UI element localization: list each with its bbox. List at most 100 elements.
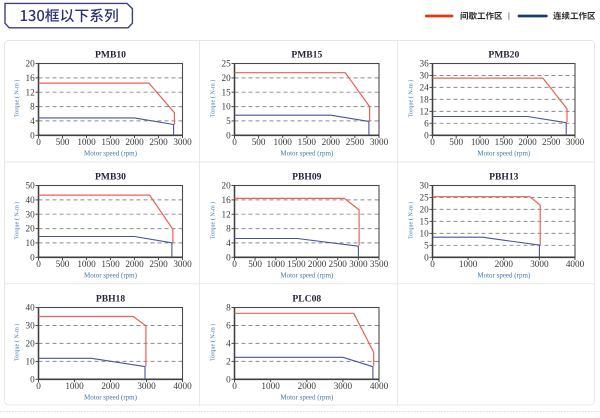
svg-text:30: 30: [26, 321, 36, 331]
svg-text:20: 20: [26, 339, 36, 349]
svg-text:Motor speed (rpm): Motor speed (rpm): [84, 272, 138, 280]
svg-text:0: 0: [36, 381, 41, 391]
svg-text:500: 500: [252, 137, 266, 147]
svg-text:6: 6: [424, 118, 429, 128]
svg-text:4: 4: [226, 238, 231, 248]
svg-text:2500: 2500: [346, 137, 365, 147]
svg-text:8: 8: [226, 303, 231, 313]
svg-text:1500: 1500: [495, 137, 514, 147]
svg-text:0: 0: [424, 130, 429, 140]
svg-text:Motor speed (rpm): Motor speed (rpm): [477, 272, 531, 280]
svg-text:16: 16: [26, 73, 36, 83]
svg-text:5: 5: [226, 116, 231, 126]
svg-text:0: 0: [430, 259, 435, 269]
svg-text:3000: 3000: [370, 137, 389, 147]
svg-text:0: 0: [430, 137, 435, 147]
svg-text:Torque ( N-m ): Torque ( N-m ): [210, 202, 217, 240]
svg-text:24: 24: [420, 83, 430, 93]
svg-text:20: 20: [26, 224, 36, 234]
svg-text:0: 0: [36, 259, 41, 269]
svg-text:Torque ( N-m ): Torque ( N-m ): [408, 80, 415, 118]
svg-text:20: 20: [222, 181, 232, 191]
svg-text:6: 6: [226, 321, 231, 331]
svg-text:1500: 1500: [101, 259, 120, 269]
svg-text:12: 12: [26, 87, 36, 97]
svg-text:Motor speed (rpm): Motor speed (rpm): [280, 394, 334, 402]
svg-text:10: 10: [26, 357, 36, 367]
svg-text:1000: 1000: [77, 137, 96, 147]
svg-text:0: 0: [30, 374, 35, 384]
svg-text:0: 0: [232, 259, 237, 269]
svg-text:1500: 1500: [298, 137, 317, 147]
svg-text:3000: 3000: [173, 137, 192, 147]
svg-text:2500: 2500: [149, 259, 168, 269]
svg-text:20: 20: [222, 73, 232, 83]
svg-text:PLC08: PLC08: [292, 294, 321, 305]
svg-text:30: 30: [26, 209, 36, 219]
svg-text:2000: 2000: [125, 137, 144, 147]
svg-text:36: 36: [420, 59, 430, 69]
svg-text:PMB20: PMB20: [488, 50, 519, 61]
svg-text:30: 30: [420, 181, 430, 191]
svg-text:12: 12: [222, 209, 232, 219]
svg-text:25: 25: [222, 59, 232, 69]
svg-text:2000: 2000: [518, 137, 537, 147]
svg-text:Torque ( N-m ): Torque ( N-m ): [408, 202, 415, 240]
svg-text:0: 0: [226, 374, 231, 384]
svg-text:40: 40: [26, 303, 36, 313]
svg-text:8: 8: [226, 224, 231, 234]
svg-text:2000: 2000: [101, 381, 120, 391]
svg-text:500: 500: [449, 137, 463, 147]
svg-text:0: 0: [232, 381, 237, 391]
svg-text:Motor speed (rpm): Motor speed (rpm): [84, 394, 138, 402]
svg-text:10: 10: [420, 229, 430, 239]
svg-text:0: 0: [30, 252, 35, 262]
svg-text:0: 0: [232, 137, 237, 147]
svg-text:0: 0: [30, 130, 35, 140]
svg-text:1000: 1000: [471, 137, 490, 147]
svg-text:Torque ( N-m ): Torque ( N-m ): [14, 324, 21, 362]
svg-text:4: 4: [30, 116, 35, 126]
svg-text:PMB15: PMB15: [291, 50, 322, 61]
svg-text:20: 20: [420, 205, 430, 215]
svg-text:40: 40: [26, 195, 36, 205]
svg-text:1000: 1000: [65, 381, 84, 391]
svg-text:1000: 1000: [77, 259, 96, 269]
svg-text:1500: 1500: [101, 137, 120, 147]
svg-text:3000: 3000: [349, 259, 368, 269]
svg-text:Motor speed (rpm): Motor speed (rpm): [280, 150, 334, 158]
svg-text:0: 0: [36, 137, 41, 147]
svg-text:3000: 3000: [566, 137, 585, 147]
svg-text:0: 0: [424, 252, 429, 262]
svg-text:Torque ( N-m ): Torque ( N-m ): [14, 202, 21, 240]
svg-text:12: 12: [420, 107, 430, 117]
svg-text:3000: 3000: [530, 259, 549, 269]
svg-text:0: 0: [226, 130, 231, 140]
svg-text:30: 30: [420, 71, 430, 81]
svg-text:2000: 2000: [298, 381, 317, 391]
svg-text:Motor speed (rpm): Motor speed (rpm): [280, 272, 334, 280]
svg-text:1000: 1000: [261, 381, 280, 391]
svg-text:3000: 3000: [137, 381, 156, 391]
svg-text:15: 15: [420, 217, 430, 227]
svg-text:500: 500: [56, 259, 70, 269]
svg-text:16: 16: [222, 195, 232, 205]
svg-text:2000: 2000: [495, 259, 514, 269]
svg-text:1000: 1000: [274, 137, 293, 147]
svg-text:500: 500: [248, 259, 262, 269]
svg-text:Torque ( N-m ): Torque ( N-m ): [210, 80, 217, 118]
svg-text:2000: 2000: [322, 137, 341, 147]
svg-text:1000: 1000: [459, 259, 478, 269]
svg-text:20: 20: [26, 59, 36, 69]
svg-text:3000: 3000: [334, 381, 353, 391]
svg-text:25: 25: [420, 193, 430, 203]
svg-text:PMB10: PMB10: [95, 50, 126, 61]
svg-text:8: 8: [30, 102, 35, 112]
svg-text:4000: 4000: [370, 381, 389, 391]
svg-text:10: 10: [222, 102, 232, 112]
svg-text:2000: 2000: [308, 259, 327, 269]
svg-text:PBH18: PBH18: [96, 294, 126, 305]
svg-text:2000: 2000: [125, 259, 144, 269]
svg-text:4000: 4000: [173, 381, 192, 391]
svg-text:1500: 1500: [287, 259, 306, 269]
